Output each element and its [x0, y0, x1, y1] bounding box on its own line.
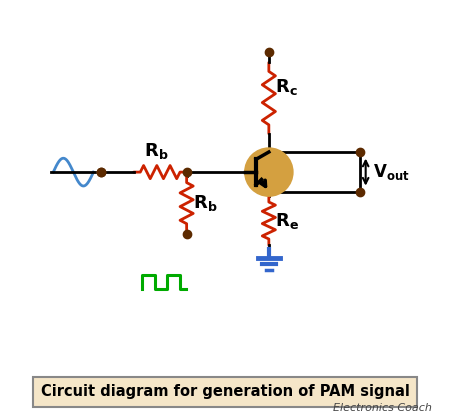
Text: Circuit diagram for generation of PAM signal: Circuit diagram for generation of PAM si…	[40, 384, 410, 399]
Text: $\mathregular{V_{out}}$: $\mathregular{V_{out}}$	[373, 162, 410, 182]
Circle shape	[245, 148, 292, 196]
Text: Electronics Coach: Electronics Coach	[333, 403, 432, 413]
Text: $\mathregular{R_b}$: $\mathregular{R_b}$	[144, 141, 169, 161]
Text: $\mathregular{R_b}$: $\mathregular{R_b}$	[193, 193, 218, 213]
Text: $\mathregular{R_c}$: $\mathregular{R_c}$	[275, 77, 298, 97]
Text: $\mathregular{R_e}$: $\mathregular{R_e}$	[275, 210, 299, 230]
